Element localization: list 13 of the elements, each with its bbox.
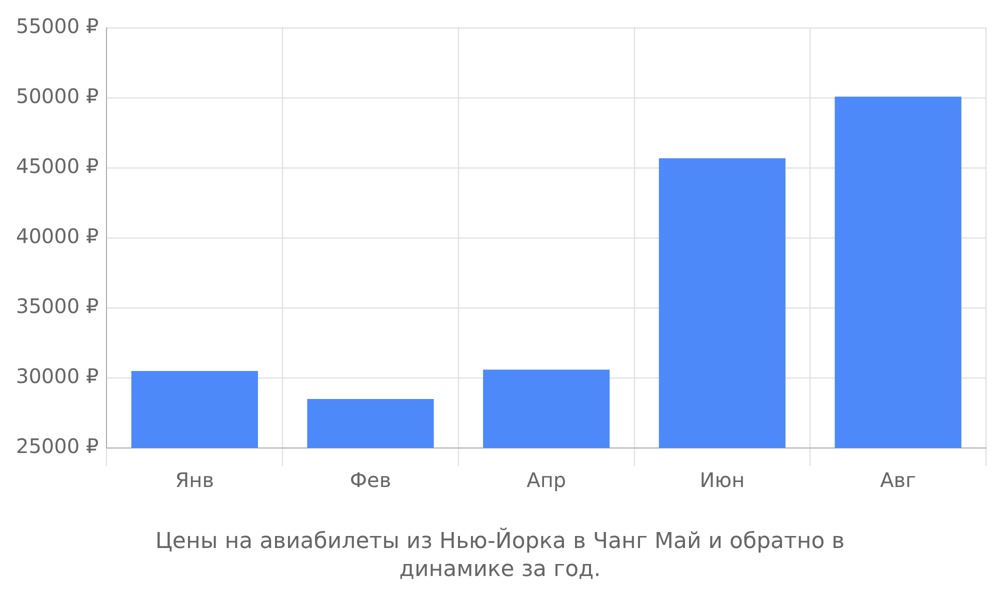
y-tick-label: 30000 ₽	[16, 364, 99, 388]
y-tick-label: 45000 ₽	[16, 154, 99, 178]
x-tick-label: Апр	[526, 468, 566, 492]
x-tick-label: Июн	[700, 468, 745, 492]
y-tick-label: 35000 ₽	[16, 294, 99, 318]
y-tick-label: 55000 ₽	[16, 14, 99, 38]
y-tick-label: 25000 ₽	[16, 434, 99, 458]
x-tick-label: Янв	[175, 468, 214, 492]
y-tick-label: 50000 ₽	[16, 84, 99, 108]
x-tick-label: Авг	[880, 468, 916, 492]
text: Цены на авиабилеты из Нью-Йорка в Чанг Май и обратно в динамике за год.	[154, 528, 846, 584]
x-tick-label: Фев	[350, 468, 392, 492]
y-tick-label: 40000 ₽	[16, 224, 99, 248]
